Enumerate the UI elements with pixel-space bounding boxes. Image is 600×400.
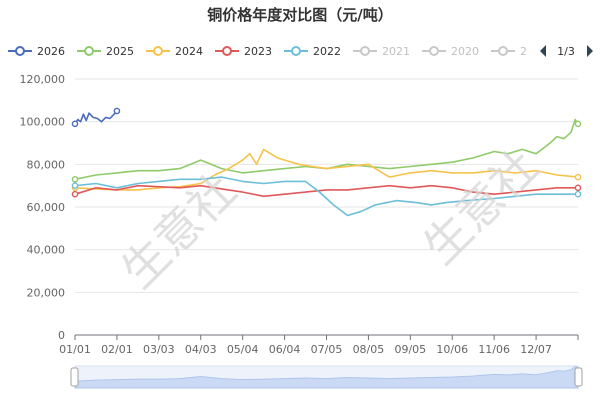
x-tick-label: 04/03	[185, 343, 217, 356]
y-tick-label: 100,000	[20, 116, 66, 129]
series-point-2026	[113, 107, 121, 115]
series-line-2026	[74, 110, 118, 125]
x-tick-label: 01/01	[59, 343, 91, 356]
legend-item-2020[interactable]: 2020	[422, 45, 479, 58]
x-tick-label: 08/05	[353, 343, 385, 356]
legend-label: 2024	[175, 45, 203, 58]
legend-item-2024[interactable]: 2024	[146, 45, 203, 58]
series-point-2024	[574, 173, 582, 181]
zoom-handle-left[interactable]	[70, 367, 79, 387]
series-point-2022	[574, 190, 582, 198]
legend-label: 2	[520, 45, 527, 58]
x-axis: 01/01 02/01 03/03 04/03 05/04 06/04 07/05 08/05…	[59, 334, 579, 356]
series-point-2023	[574, 184, 582, 192]
legend-marker-icon	[498, 46, 508, 56]
series-point-2023	[71, 190, 79, 198]
legend-label: 2025	[106, 45, 134, 58]
x-tick-label: 02/01	[101, 343, 133, 356]
series-line-2022	[74, 176, 578, 217]
legend-prev-icon[interactable]	[540, 45, 546, 57]
x-tick-label: 05/04	[227, 343, 259, 356]
legend-marker-icon	[291, 46, 301, 56]
y-tick-label: 80,000	[27, 158, 66, 171]
series-point-2026	[71, 120, 79, 128]
data-zoom-slider[interactable]	[70, 365, 583, 389]
legend-marker-icon	[360, 46, 370, 56]
legend-label: 2020	[451, 45, 479, 58]
series-point-2025	[71, 175, 79, 183]
x-tick-label: 09/05	[394, 343, 426, 356]
grid	[75, 78, 578, 293]
legend-marker-icon	[15, 46, 25, 56]
legend: 2026 2025 2024 2023 2022 2021 2020 2	[8, 45, 527, 58]
legend-pager: 1/3	[540, 45, 593, 58]
x-tick-label: 11/06	[478, 343, 510, 356]
series-line-2025	[74, 118, 579, 181]
y-tick-label: 60,000	[27, 201, 66, 214]
legend-item-2021[interactable]: 2021	[353, 45, 410, 58]
series-point-2022	[71, 182, 79, 189]
legend-marker-icon	[429, 46, 439, 56]
legend-marker-icon	[84, 46, 94, 56]
legend-marker-icon	[153, 46, 163, 56]
legend-item-2[interactable]: 2	[491, 45, 527, 58]
legend-item-2025[interactable]: 2025	[77, 45, 134, 58]
series-point-2025	[574, 120, 582, 128]
legend-item-2023[interactable]: 2023	[215, 45, 272, 58]
legend-label: 2026	[37, 45, 65, 58]
legend-marker-icon	[222, 46, 232, 56]
watermark-left: 生意社	[111, 163, 247, 299]
y-tick-label: 20,000	[27, 286, 66, 299]
x-tick-label: 10/06	[436, 343, 468, 356]
x-tick-label: 06/04	[269, 343, 301, 356]
y-tick-label: 0	[58, 329, 65, 342]
y-axis: 0 20,000 40,000 60,000 80,000 100,000 120,000	[20, 73, 66, 342]
series-layer	[71, 107, 582, 217]
legend-item-2022[interactable]: 2022	[284, 45, 341, 58]
legend-label: 2023	[244, 45, 272, 58]
x-tick-label: 03/03	[143, 343, 175, 356]
legend-item-2026[interactable]: 2026	[8, 45, 65, 58]
series-line-2023	[74, 184, 578, 198]
legend-label: 2021	[382, 45, 410, 58]
legend-page-indicator: 1/3	[557, 45, 575, 58]
x-tick-label: 07/05	[311, 343, 343, 356]
x-tick-label: 12/07	[520, 343, 552, 356]
legend-label: 2022	[313, 45, 341, 58]
y-tick-label: 120,000	[20, 73, 66, 86]
zoom-handle-right[interactable]	[574, 367, 583, 387]
zoom-preview-area	[74, 365, 579, 389]
legend-next-icon[interactable]	[587, 45, 593, 57]
chart-title: 铜价格年度对比图（元/吨）	[207, 6, 392, 24]
y-tick-label: 40,000	[27, 244, 66, 257]
